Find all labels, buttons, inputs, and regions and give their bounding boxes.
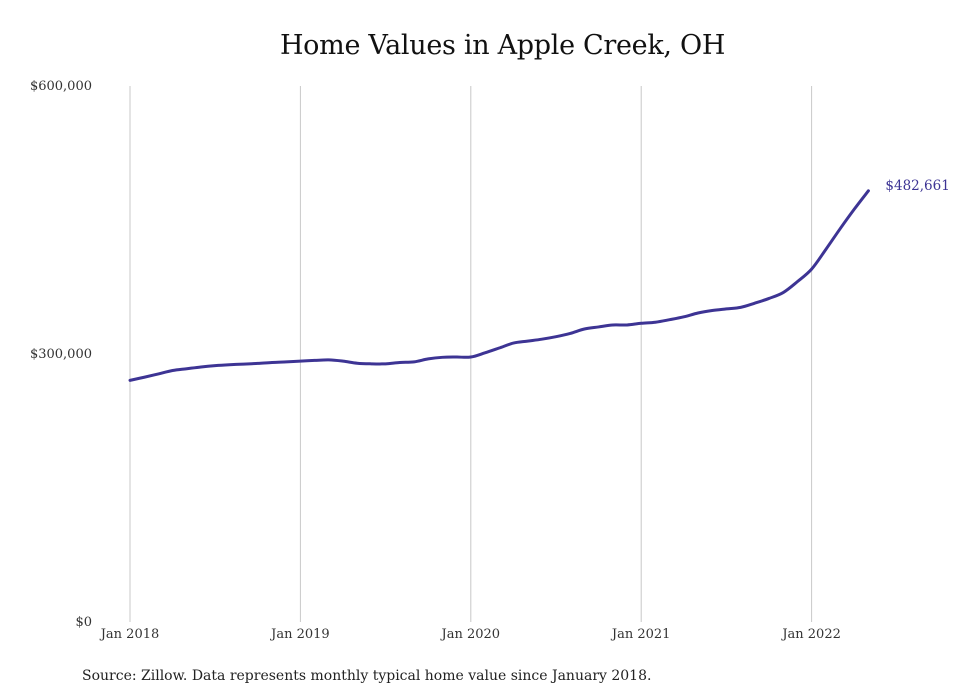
data-point xyxy=(157,372,160,375)
data-point xyxy=(185,367,188,370)
data-point xyxy=(725,307,728,310)
x-tick-label: Jan 2020 xyxy=(440,627,501,642)
data-point xyxy=(356,362,359,365)
y-tick-label: $300,000 xyxy=(30,347,92,362)
data-point xyxy=(796,280,799,283)
data-point xyxy=(526,340,529,343)
grid-layer xyxy=(129,86,813,622)
source-note: Source: Zillow. Data represents monthly … xyxy=(82,668,652,684)
data-point xyxy=(398,361,401,364)
data-point xyxy=(129,379,132,382)
data-point xyxy=(342,360,345,363)
data-point xyxy=(469,356,472,359)
data-point xyxy=(555,335,558,338)
data-point xyxy=(256,362,259,365)
y-tick-label: $0 xyxy=(75,615,92,630)
data-point xyxy=(200,365,203,368)
data-point xyxy=(285,360,288,363)
data-point xyxy=(654,321,657,324)
data-point xyxy=(327,358,330,361)
data-point xyxy=(370,362,373,365)
data-point xyxy=(668,318,671,321)
data-point xyxy=(583,327,586,330)
annotation-layer: $482,661 xyxy=(885,178,949,194)
y-tick-label: $600,000 xyxy=(30,79,92,94)
data-point xyxy=(853,208,856,211)
data-point xyxy=(810,268,813,271)
line-chart: $0$300,000$600,000 Jan 2018 Jan 2019 Jan 2… xyxy=(30,79,950,642)
data-point xyxy=(242,363,245,366)
data-point xyxy=(626,323,629,326)
data-point xyxy=(384,362,387,365)
data-point xyxy=(711,309,714,312)
data-point xyxy=(739,306,742,309)
data-point xyxy=(441,356,444,359)
data-point xyxy=(214,364,217,367)
chart-title: Home Values in Apple Creek, OH xyxy=(279,30,726,61)
data-point xyxy=(824,248,827,251)
data-point xyxy=(143,376,146,379)
data-point xyxy=(171,369,174,372)
data-point xyxy=(697,312,700,315)
data-point xyxy=(597,325,600,328)
x-axis: Jan 2018 Jan 2019 Jan 2020 Jan 2021 Jan 2022 xyxy=(99,627,841,642)
data-point xyxy=(271,361,274,364)
x-tick-label: Jan 2018 xyxy=(99,627,160,642)
data-point xyxy=(498,347,501,350)
data-point xyxy=(455,356,458,359)
data-point xyxy=(839,227,842,230)
series-line xyxy=(128,189,870,382)
data-point xyxy=(782,291,785,294)
data-point xyxy=(867,189,870,192)
data-point xyxy=(540,338,543,341)
data-point xyxy=(427,357,430,360)
data-point xyxy=(611,323,614,326)
data-point xyxy=(569,332,572,335)
data-point xyxy=(682,315,685,318)
y-axis: $0 $300,000 $600,000 xyxy=(30,79,92,630)
data-point xyxy=(768,297,771,300)
data-point xyxy=(228,363,231,366)
data-point xyxy=(484,351,487,354)
data-point xyxy=(753,302,756,305)
x-tick-label: Jan 2019 xyxy=(269,627,330,642)
x-tick-label: Jan 2021 xyxy=(610,627,671,642)
data-point xyxy=(299,360,302,363)
data-point xyxy=(313,359,316,362)
x-tick-label: Jan 2022 xyxy=(780,627,841,642)
data-point xyxy=(512,342,515,345)
data-point xyxy=(640,322,643,325)
series-layer xyxy=(128,189,870,382)
data-point xyxy=(413,360,416,363)
end-value-label: $482,661 xyxy=(885,178,949,194)
